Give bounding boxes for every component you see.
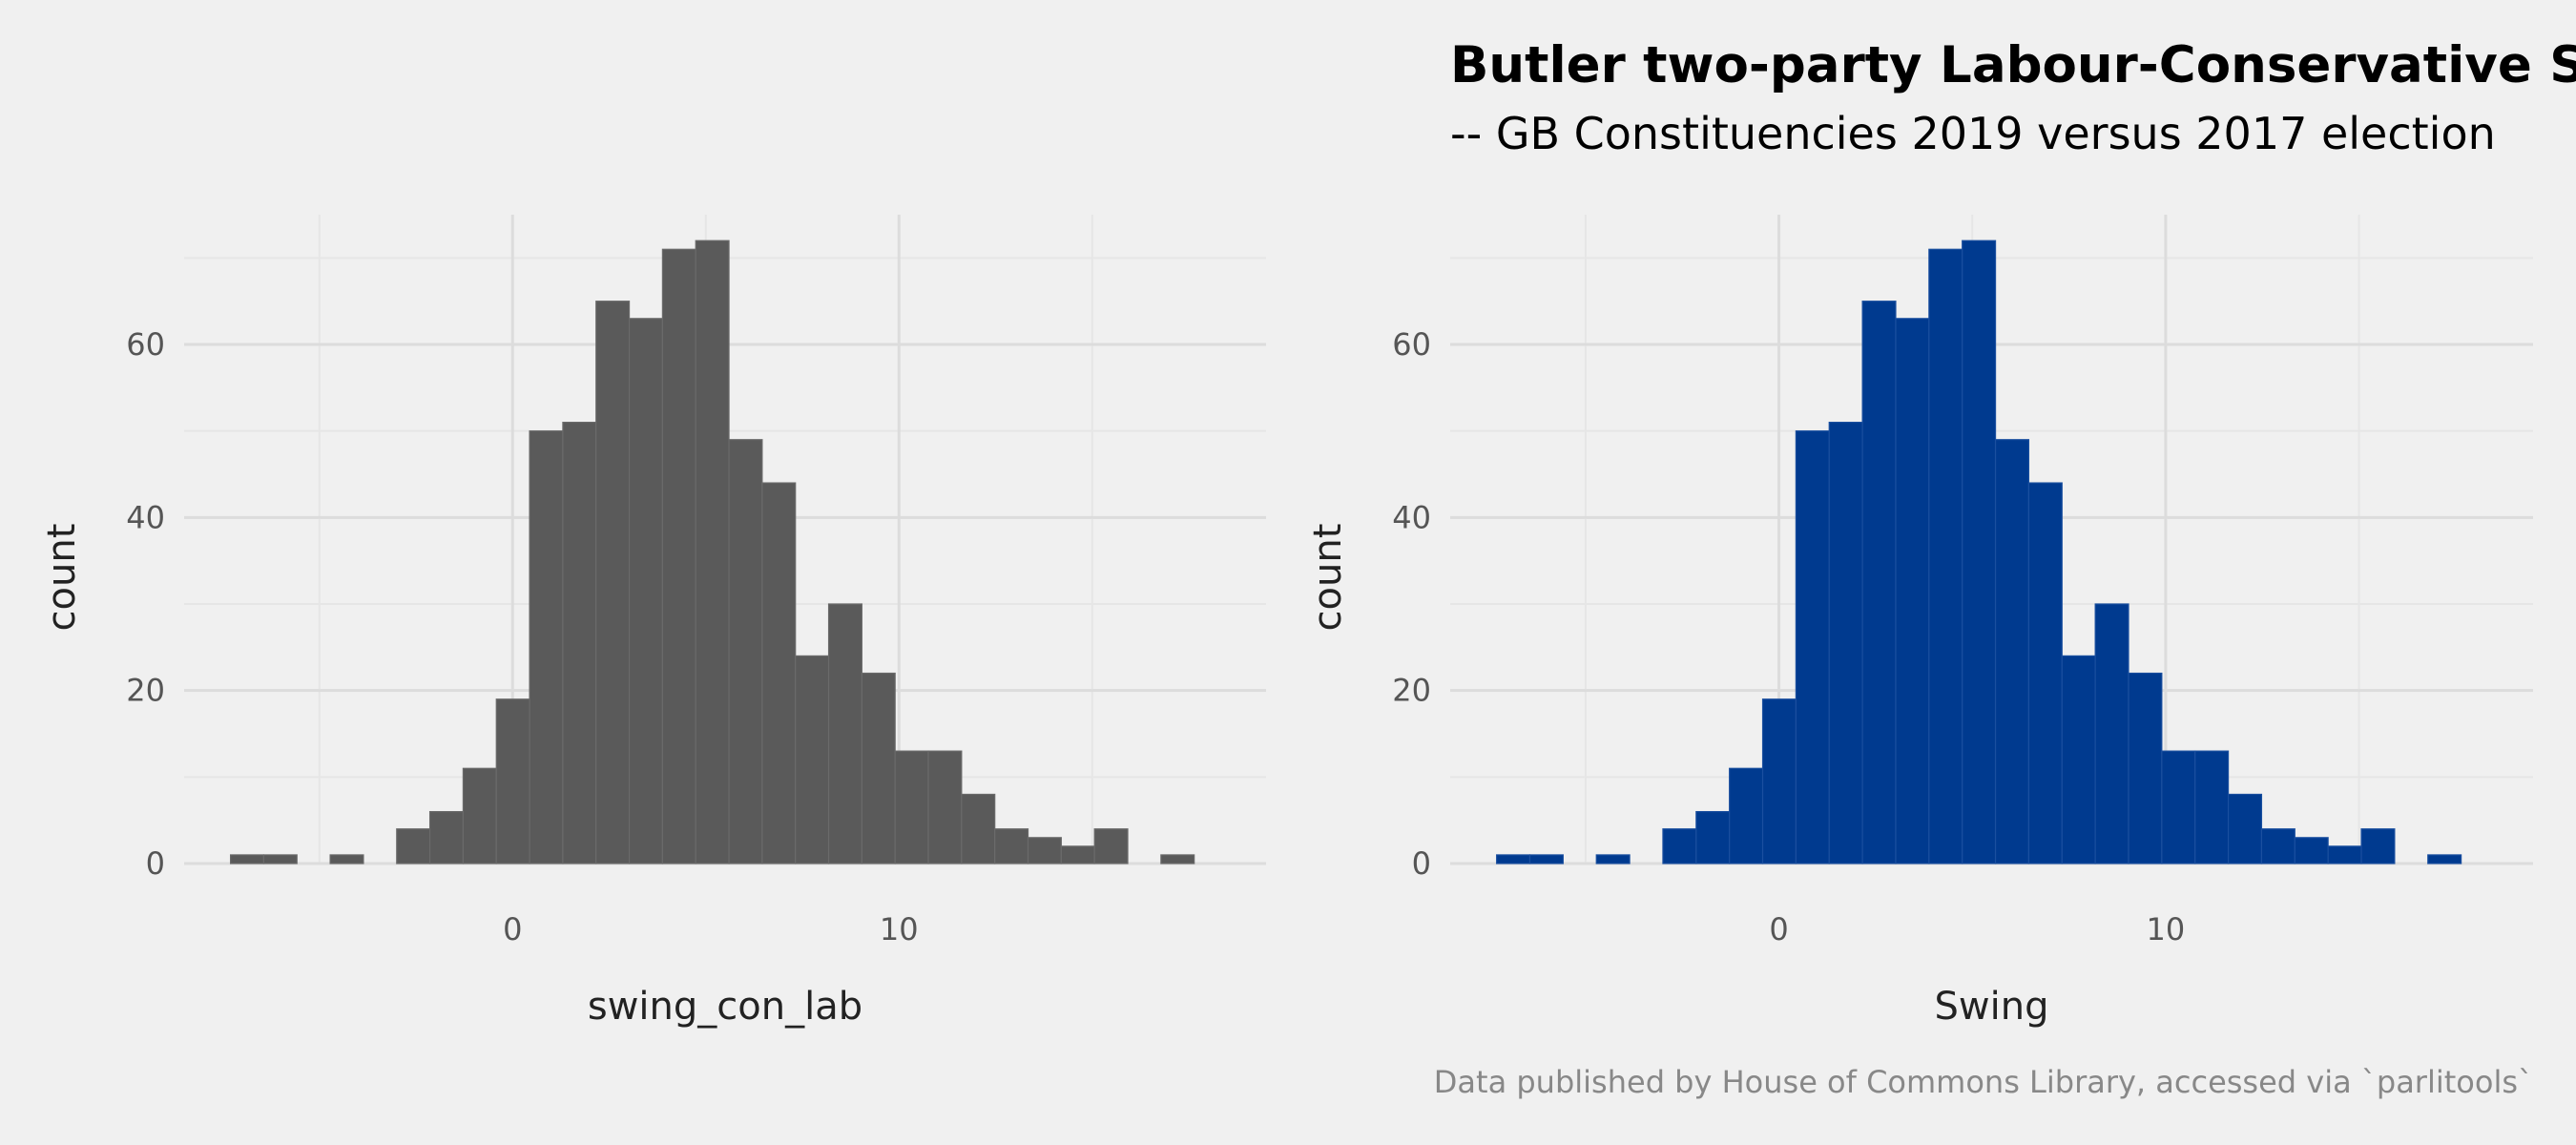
histogram-bar-left-23 [994, 828, 1029, 864]
histogram-bar-left-20 [894, 750, 929, 864]
plot-subtitle: -- GB Constituencies 2019 versus 2017 el… [1450, 108, 2496, 159]
histogram-bar-left-19 [861, 672, 896, 864]
histogram-bar-right-24 [2294, 837, 2329, 864]
histogram-bar-left-28 [1160, 854, 1195, 864]
histogram-bar-right-15 [1994, 439, 2030, 864]
x-axis-title-right: Swing [1935, 985, 2049, 1029]
histogram-bar-right-28 [2427, 854, 2462, 864]
histogram-panel-right: 0 10 0 20 40 60 Swing count [1306, 215, 2533, 1029]
x-tick-label-left-1: 10 [880, 911, 919, 947]
histogram-bar-left-12 [628, 318, 663, 864]
histogram-bar-right-12 [1895, 318, 1930, 864]
y-tick-label-right-3: 60 [1392, 326, 1431, 363]
x-axis-title-left: swing_con_lab [588, 985, 862, 1029]
histogram-bar-left-6 [428, 810, 465, 864]
histogram-bar-right-18 [2094, 603, 2129, 864]
histogram-bar-right-26 [2360, 828, 2396, 864]
histogram-bar-right-5 [1662, 828, 1697, 864]
y-tick-label-left-3: 60 [126, 326, 165, 363]
histogram-bar-right-10 [1828, 422, 1863, 864]
y-axis-title-left: count [40, 524, 84, 632]
histogram-bar-right-0 [1496, 854, 1531, 864]
histogram-bar-left-0 [230, 854, 265, 864]
histogram-bar-right-23 [2260, 828, 2296, 864]
histogram-bar-left-7 [462, 767, 497, 864]
histogram-bar-right-25 [2327, 845, 2362, 864]
histogram-bar-left-8 [495, 698, 530, 864]
x-tick-label-right-1: 10 [2147, 911, 2186, 947]
histogram-bar-left-15 [728, 439, 763, 864]
histogram-bar-right-1 [1528, 854, 1564, 864]
histogram-bar-right-8 [1761, 698, 1797, 864]
histogram-bar-right-22 [2227, 793, 2263, 864]
x-tick-label-left-0: 0 [503, 911, 522, 947]
histogram-bar-right-6 [1695, 810, 1731, 864]
histogram-bar-left-13 [661, 248, 696, 864]
histogram-bar-left-18 [827, 603, 862, 864]
histogram-bar-right-3 [1595, 854, 1631, 864]
histogram-bar-left-17 [795, 655, 830, 864]
y-tick-label-left-2: 40 [126, 499, 165, 535]
y-tick-label-left-0: 0 [146, 845, 165, 882]
histogram-bar-left-21 [927, 750, 963, 864]
y-tick-label-left-1: 20 [126, 673, 165, 709]
histogram-bar-right-16 [2027, 482, 2063, 864]
y-tick-label-right-2: 40 [1392, 499, 1431, 535]
histogram-bar-left-1 [262, 854, 298, 864]
histogram-bar-left-9 [529, 430, 564, 864]
histogram-bar-left-11 [595, 301, 631, 864]
histogram-bar-right-7 [1729, 767, 1764, 864]
histogram-bar-left-5 [396, 828, 431, 864]
histogram-bar-left-14 [695, 239, 730, 864]
histogram-bar-right-9 [1795, 430, 1830, 864]
x-tick-label-right-0: 0 [1769, 911, 1788, 947]
y-tick-label-right-1: 20 [1392, 673, 1431, 709]
histogram-bar-left-10 [562, 422, 597, 864]
histogram-bar-right-19 [2128, 672, 2163, 864]
histogram-bar-right-17 [2061, 655, 2096, 864]
histogram-bar-left-25 [1060, 845, 1095, 864]
histogram-bar-right-20 [2161, 750, 2196, 864]
histogram-bar-left-26 [1093, 828, 1129, 864]
histogram-bar-right-11 [1861, 301, 1897, 864]
histogram-panel-left: 0 10 0 20 40 60 swing_con_lab count [40, 215, 1266, 1029]
histogram-bar-left-16 [761, 482, 797, 864]
plot-caption: Data published by House of Commons Libra… [1434, 1064, 2533, 1100]
histogram-bar-right-21 [2194, 750, 2230, 864]
histogram-bar-left-3 [329, 854, 364, 864]
histogram-bar-right-14 [1962, 239, 1997, 864]
y-axis-title-right: count [1306, 524, 1350, 632]
y-tick-label-right-0: 0 [1412, 845, 1431, 882]
histogram-bar-right-13 [1928, 248, 1963, 864]
plot-title: Butler two-party Labour-Conservative Swi… [1450, 36, 2576, 94]
histogram-bar-left-22 [961, 793, 996, 864]
histogram-bar-left-24 [1027, 837, 1062, 864]
